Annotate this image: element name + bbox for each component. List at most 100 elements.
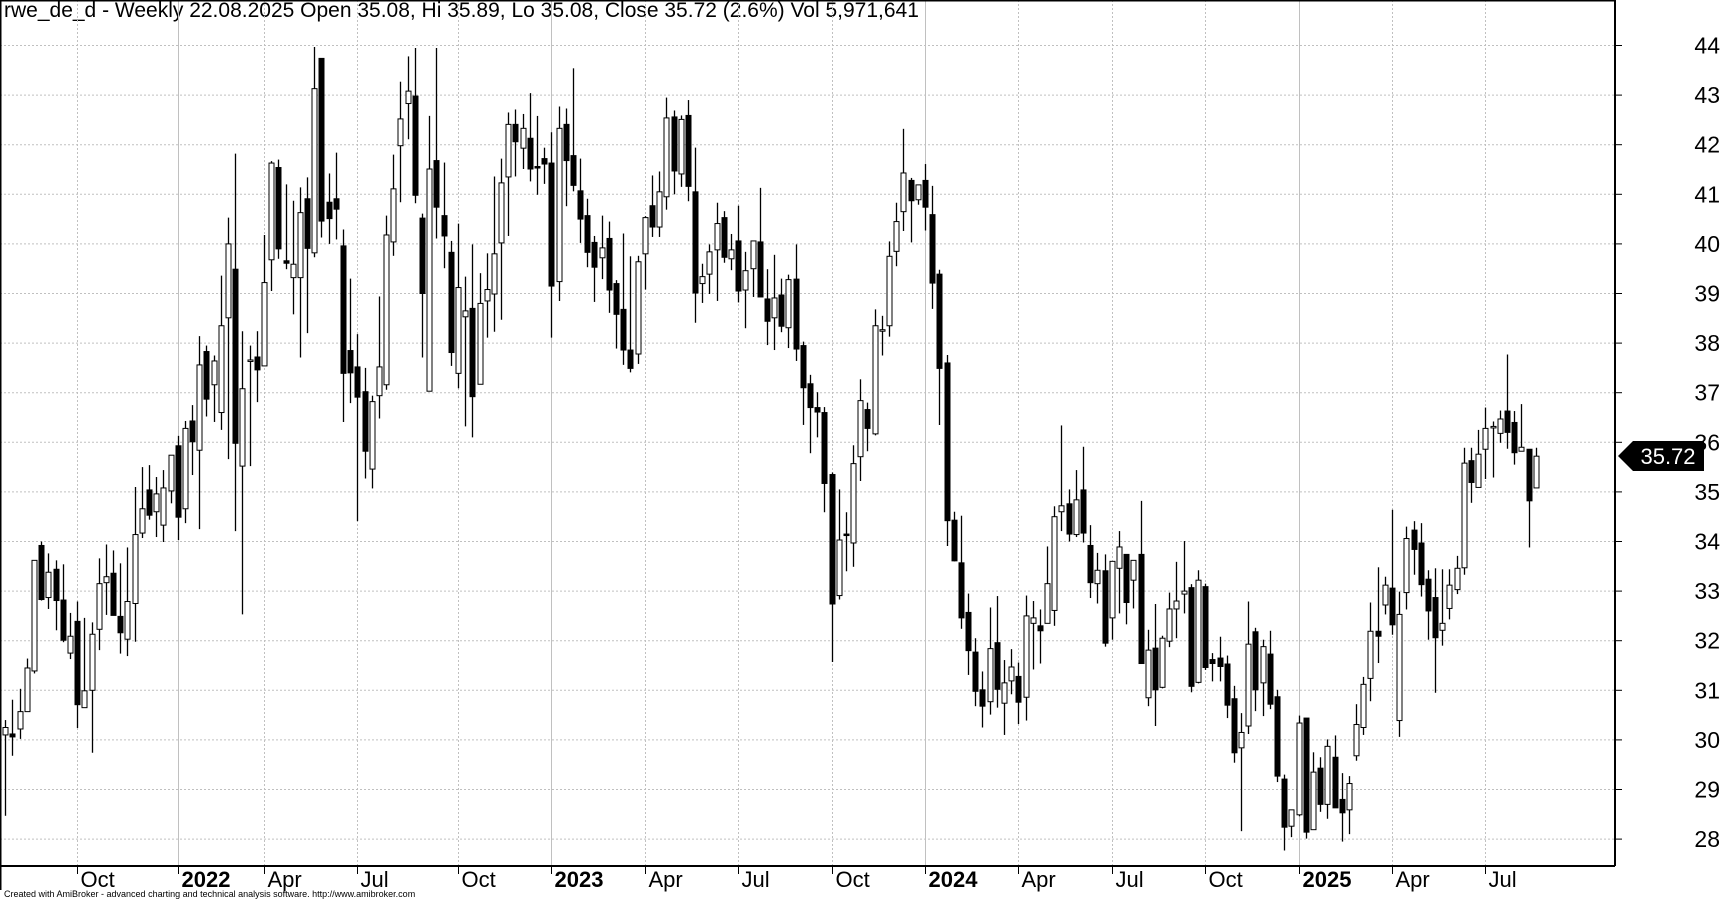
- candle-body-down: [1217, 657, 1224, 667]
- candle: [67, 612, 74, 660]
- candle-body-up: [656, 191, 663, 228]
- candle-body-down: [1037, 625, 1044, 632]
- candle-body-up: [1166, 608, 1173, 642]
- candle-body-down: [936, 273, 943, 369]
- candle: [570, 68, 577, 192]
- candle-body-up: [1324, 745, 1331, 805]
- candle-body-up: [1058, 505, 1065, 513]
- candle-body-down: [333, 198, 340, 210]
- candle: [1332, 735, 1339, 809]
- candle-body-up: [678, 118, 685, 175]
- candle-body-down: [735, 240, 742, 292]
- candle-body-up: [893, 221, 900, 252]
- candle-body-down: [994, 642, 1001, 690]
- candle: [412, 47, 419, 204]
- candle-body-down: [721, 217, 728, 258]
- candle-body-up: [1360, 683, 1367, 729]
- candle: [1418, 523, 1425, 597]
- last-price-tag: 35.72: [1618, 441, 1704, 471]
- y-tick-label: 42: [1694, 132, 1720, 158]
- candle: [512, 109, 519, 177]
- candle: [584, 198, 591, 268]
- candle-body-up: [1288, 809, 1295, 827]
- candle: [1389, 509, 1396, 635]
- candle-body-up: [31, 559, 38, 672]
- candle-body-down: [606, 237, 613, 291]
- candle-body-down: [275, 167, 282, 250]
- candle-body-up: [556, 127, 563, 283]
- candle: [2, 720, 9, 816]
- candle: [915, 184, 922, 205]
- candle: [1454, 555, 1461, 595]
- candle-body-down: [807, 383, 814, 409]
- candle-body-down: [979, 689, 986, 707]
- candle-body-down: [1209, 659, 1216, 665]
- candle: [17, 688, 24, 739]
- x-month-label: Apr: [1396, 867, 1430, 892]
- x-month-label: Oct: [462, 867, 496, 892]
- candle-body-down: [527, 137, 534, 170]
- candle: [448, 240, 455, 366]
- candle-body-down: [1303, 717, 1310, 833]
- candle-body-up: [1023, 615, 1030, 698]
- candle: [1533, 447, 1540, 489]
- candle-body-down: [175, 445, 182, 518]
- candle: [45, 553, 52, 609]
- candle-body-down: [692, 191, 699, 294]
- candle: [124, 547, 131, 657]
- candle: [397, 81, 404, 203]
- candle: [821, 407, 828, 513]
- candle-body-up: [484, 289, 491, 302]
- candle: [498, 158, 505, 320]
- candle: [103, 544, 110, 615]
- candle: [1159, 635, 1166, 689]
- candle-body-up: [1446, 584, 1453, 609]
- candle-body-up: [663, 117, 670, 198]
- candle: [908, 177, 915, 243]
- candle-body-up: [1044, 583, 1051, 624]
- candle: [311, 46, 318, 258]
- candle-body-up: [1533, 455, 1540, 489]
- candle: [383, 215, 390, 390]
- candle: [1066, 489, 1073, 542]
- candle-body-up: [1260, 646, 1267, 684]
- candle-body-up: [1173, 600, 1180, 610]
- y-tick-label: 40: [1694, 231, 1720, 257]
- candle-body-down: [1339, 798, 1346, 814]
- candle: [347, 278, 354, 404]
- candle-body-up: [1195, 579, 1202, 683]
- candle: [764, 269, 771, 346]
- candle: [965, 593, 972, 675]
- candle-body-down: [340, 245, 347, 374]
- candle-body-down: [1138, 553, 1145, 665]
- candle-body-down: [1080, 489, 1087, 534]
- candle: [239, 331, 246, 615]
- candle: [189, 405, 196, 476]
- candle: [9, 699, 16, 756]
- y-tick-label: 32: [1694, 628, 1720, 654]
- candle-body-up: [1116, 546, 1123, 569]
- candle-body-up: [247, 359, 254, 362]
- candle-body-up: [239, 388, 246, 467]
- candle-body-down: [74, 620, 81, 706]
- candle-body-up: [103, 576, 110, 584]
- candle-body-up: [915, 184, 922, 201]
- candle-body-up: [168, 454, 175, 492]
- candle-body-down: [613, 283, 620, 315]
- candle-body-up: [96, 583, 103, 630]
- candle-body-down: [764, 298, 771, 322]
- candle: [203, 345, 210, 417]
- candle: [110, 550, 117, 616]
- candle: [1511, 411, 1518, 465]
- candle: [1094, 552, 1101, 604]
- candle-body-down: [283, 260, 290, 264]
- candle: [354, 334, 361, 522]
- candle: [31, 559, 38, 674]
- candle: [1123, 553, 1130, 625]
- candle-body-up: [1238, 731, 1245, 749]
- candle: [1403, 526, 1410, 610]
- candle-body-down: [469, 307, 476, 398]
- candle: [599, 215, 606, 280]
- chart-title: rwe_de_d - Weekly 22.08.2025 Open 35.08,…: [4, 0, 919, 22]
- candle: [53, 560, 60, 631]
